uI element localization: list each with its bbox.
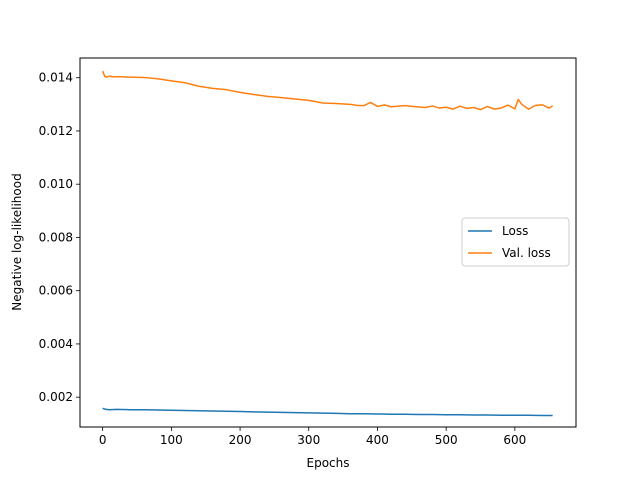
axes-frame [79,57,577,428]
y-tick-label: 0.006 [39,284,73,298]
x-tick-label: 600 [503,433,526,447]
y-tick-label: 0.002 [39,390,73,404]
y-tick-label: 0.012 [39,124,73,138]
legend: Loss Val. loss [461,217,570,267]
y-tick-label: 0.010 [39,177,73,191]
series-line-1 [101,70,554,111]
y-tick-label: 0.014 [39,71,73,85]
x-tick-label: 200 [229,433,252,447]
legend-label-1: Val. loss [502,246,551,260]
legend-box [461,217,570,267]
legend-label-0: Loss [502,224,528,238]
x-tick-label: 300 [297,433,320,447]
axes: 0 100 200 300 400 500 600 0.002 0.004 0.006 0.008 0… [39,57,577,447]
y-axis-label: Negative log-likelihood [10,173,24,310]
series-line-0 [102,407,553,417]
x-axis-label: Epochs [307,456,350,470]
x-tick-label: 0 [99,433,107,447]
x-tick-label: 400 [366,433,389,447]
y-tick-label: 0.008 [39,230,73,244]
x-tick-label: 100 [160,433,183,447]
plot-area [101,70,554,417]
y-tick-label: 0.004 [39,337,73,351]
x-tick-label: 500 [435,433,458,447]
